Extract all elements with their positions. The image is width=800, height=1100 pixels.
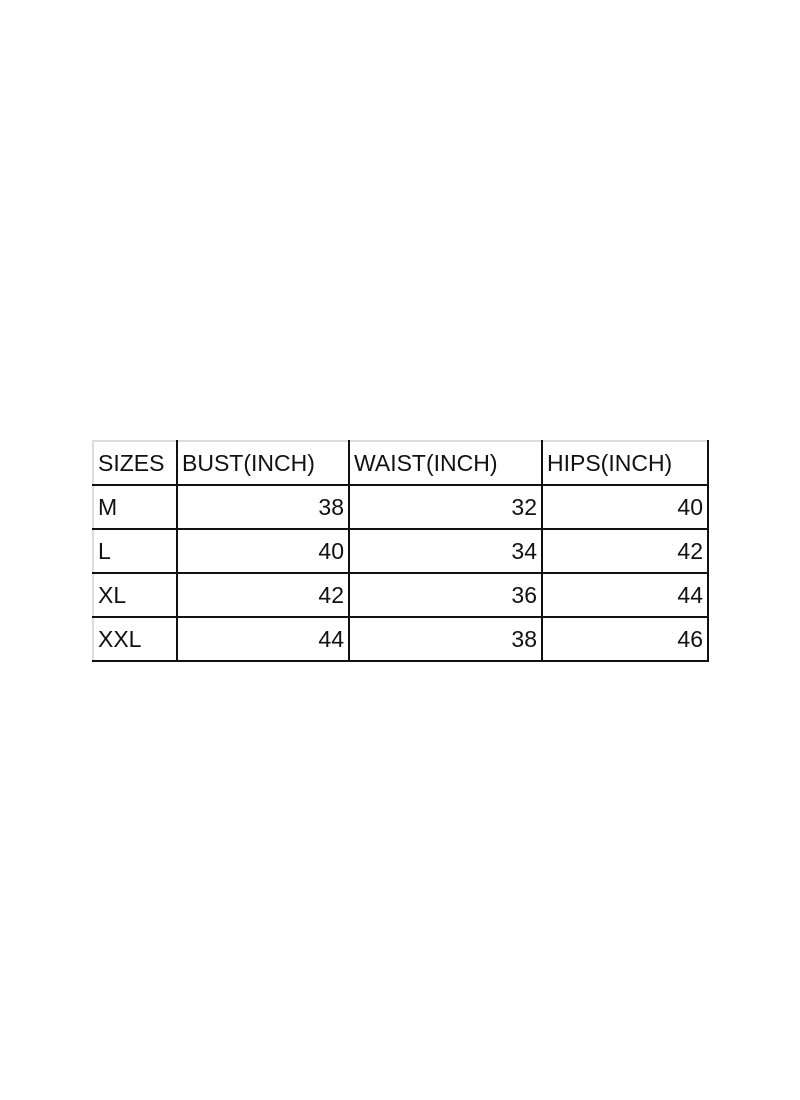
size-cell: XXL: [92, 616, 178, 662]
hips-cell: 40: [541, 484, 709, 530]
size-cell: XL: [92, 572, 178, 618]
header-bust: BUST(INCH): [176, 440, 350, 486]
table-row: L 40 34 42: [92, 528, 709, 574]
size-cell: L: [92, 528, 178, 574]
hips-cell: 44: [541, 572, 709, 618]
size-cell: M: [92, 484, 178, 530]
waist-cell: 34: [348, 528, 543, 574]
bust-cell: 38: [176, 484, 350, 530]
bust-cell: 44: [176, 616, 350, 662]
table-row: XL 42 36 44: [92, 572, 709, 618]
waist-cell: 32: [348, 484, 543, 530]
bust-cell: 40: [176, 528, 350, 574]
waist-cell: 38: [348, 616, 543, 662]
table-row: M 38 32 40: [92, 484, 709, 530]
hips-cell: 42: [541, 528, 709, 574]
bust-cell: 42: [176, 572, 350, 618]
header-hips: HIPS(INCH): [541, 440, 709, 486]
header-sizes: SIZES: [92, 440, 178, 486]
header-row: SIZES BUST(INCH) WAIST(INCH) HIPS(INCH): [92, 440, 709, 486]
waist-cell: 36: [348, 572, 543, 618]
header-waist: WAIST(INCH): [348, 440, 543, 486]
hips-cell: 46: [541, 616, 709, 662]
table-row: XXL 44 38 46: [92, 616, 709, 662]
size-chart-table: SIZES BUST(INCH) WAIST(INCH) HIPS(INCH) …: [92, 440, 709, 662]
